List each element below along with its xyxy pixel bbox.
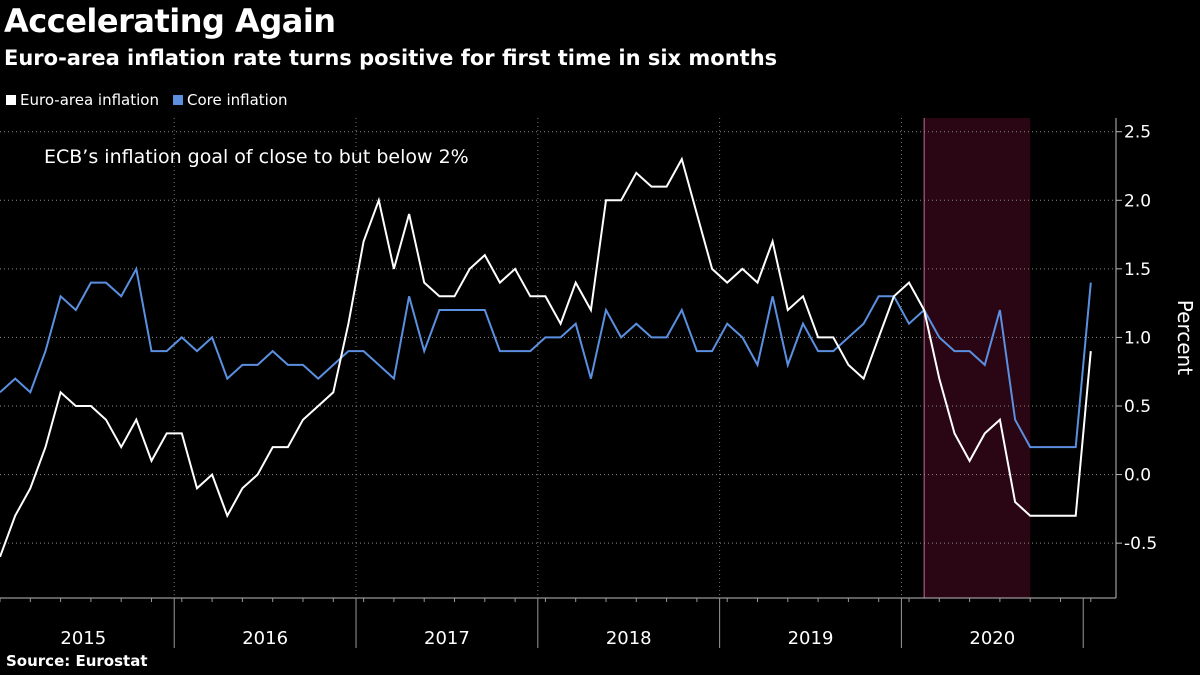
legend: Euro-area inflation Core inflation: [6, 91, 288, 109]
y-tick-label: 0.0: [1124, 466, 1151, 486]
chart-subtitle: Euro-area inflation rate turns positive …: [4, 46, 778, 70]
x-tick-label: 2017: [424, 628, 470, 649]
legend-swatch-headline: [6, 95, 16, 105]
series-line-core: [0, 265, 1092, 449]
x-tick-label: 2018: [606, 628, 652, 649]
x-tick-label: 2019: [788, 628, 834, 649]
source-note: Source: Eurostat: [6, 652, 148, 670]
series-line-headline: [0, 156, 1092, 558]
y-tick-label: 1.0: [1124, 328, 1151, 348]
y-tick-label: 0.5: [1124, 397, 1151, 417]
legend-item-headline: Euro-area inflation: [6, 91, 159, 109]
legend-label-headline: Euro-area inflation: [20, 91, 159, 109]
legend-label-core: Core inflation: [186, 91, 288, 109]
x-tick-label: 2020: [969, 628, 1015, 649]
legend-swatch-core: [172, 95, 183, 105]
x-tick-label: 2016: [242, 628, 288, 649]
y-tick-label: -0.5: [1124, 534, 1157, 554]
y-tick-label: 2.5: [1124, 123, 1151, 143]
y-axis-label: Percent: [1173, 300, 1197, 375]
chart-title: Accelerating Again: [4, 2, 336, 40]
x-tick-label: 2015: [60, 628, 106, 649]
y-tick-label: 1.5: [1124, 260, 1151, 280]
annotation-ecb-goal: ECB’s inflation goal of close to but bel…: [44, 146, 469, 168]
y-tick-label: 2.0: [1124, 191, 1151, 211]
legend-item-core: Core inflation: [172, 91, 288, 109]
